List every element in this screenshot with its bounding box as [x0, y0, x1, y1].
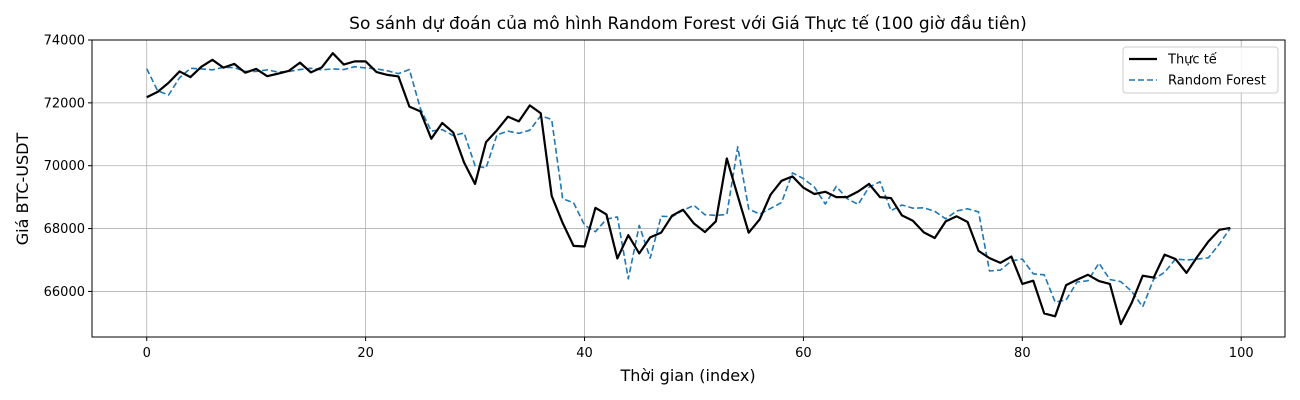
x-tick-label-2: 40: [576, 346, 593, 361]
random-forest-line: [146, 65, 1231, 308]
legend-label-0: Thực tế: [1167, 53, 1217, 68]
legend: Thực tế Random Forest: [1122, 46, 1279, 94]
x-tick-label-0: 0: [143, 346, 151, 361]
x-tick-label-3: 60: [795, 346, 812, 361]
x-tick-label-4: 80: [1014, 346, 1031, 361]
actual-line: [146, 52, 1231, 326]
x-axis-label: Thời gian (index): [619, 366, 755, 385]
plot-frame: [91, 39, 1286, 338]
series-layer: [146, 52, 1231, 326]
x-tick-label-5: 100: [1229, 346, 1254, 361]
y-axis-ticks: 66000 68000 70000 72000 74000: [44, 34, 92, 300]
y-tick-label-3: 72000: [44, 96, 85, 111]
legend-label-1: Random Forest: [1168, 74, 1266, 89]
x-axis-ticks: 0 20 40 60 80 100: [143, 337, 1254, 361]
y-axis-label: Giá BTC-USDT: [13, 133, 32, 246]
y-tick-label-0: 66000: [44, 285, 85, 300]
x-tick-label-1: 20: [357, 346, 374, 361]
chart-title: So sánh dự đoán của mô hình Random Fores…: [349, 13, 1027, 34]
y-tick-label-4: 74000: [44, 34, 85, 49]
legend-box: [1122, 46, 1279, 94]
y-tick-label-2: 70000: [44, 159, 85, 174]
grid-lines: [92, 39, 1285, 337]
y-tick-label-1: 68000: [44, 222, 85, 237]
